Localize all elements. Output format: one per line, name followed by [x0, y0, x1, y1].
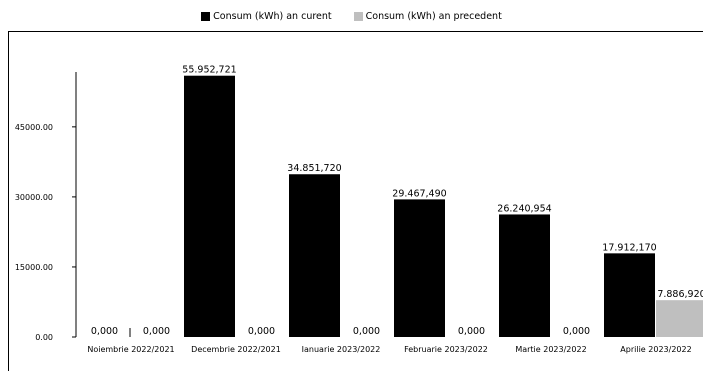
x-tick-label: Noiembrie 2022/2021 — [87, 345, 174, 354]
bar-current — [394, 199, 445, 337]
legend-item-current: Consum (kWh) an curent — [201, 10, 332, 22]
data-label: 0,000 — [143, 326, 170, 337]
data-label: 55.952,721 — [182, 65, 236, 76]
data-label: 17.912,170 — [602, 242, 656, 253]
y-tick-label: 0.00 — [35, 333, 53, 342]
y-tick-label: 15000.00 — [15, 263, 53, 272]
bar-previous — [656, 300, 703, 337]
bar-current — [499, 214, 550, 337]
legend-label-current: Consum (kWh) an curent — [213, 10, 332, 22]
plot-frame — [8, 31, 703, 371]
bar-current — [289, 174, 340, 337]
x-tick-label: Aprilie 2023/2022 — [620, 345, 691, 354]
legend-swatch-previous — [353, 11, 363, 21]
bar-current — [604, 253, 655, 337]
data-label: 26.240,954 — [497, 203, 551, 214]
data-label: 0,000 — [248, 326, 275, 337]
x-tick-label: Decembrie 2022/2021 — [191, 345, 281, 354]
x-tick-label: Ianuarie 2023/2022 — [302, 345, 381, 354]
data-label: 0,000 — [91, 326, 118, 337]
chart-legend: Consum (kWh) an curent Consum (kWh) an p… — [0, 8, 703, 24]
y-tick-label: 30000.00 — [15, 193, 53, 202]
legend-label-previous: Consum (kWh) an precedent — [365, 10, 502, 22]
data-label: 0,000 — [563, 326, 590, 337]
data-label: 29.467,490 — [392, 188, 446, 199]
x-tick-label: Martie 2023/2022 — [515, 345, 586, 354]
data-label: 0,000 — [458, 326, 485, 337]
legend-swatch-current — [201, 11, 211, 21]
y-tick-label: 45000.00 — [15, 123, 53, 132]
data-label: 7.886,920 — [657, 289, 703, 300]
data-label: 0,000 — [353, 326, 380, 337]
bar-current — [184, 75, 235, 337]
legend-item-previous: Consum (kWh) an precedent — [353, 10, 502, 22]
data-label: 34.851,720 — [287, 163, 341, 174]
x-tick-label: Februarie 2023/2022 — [404, 345, 488, 354]
